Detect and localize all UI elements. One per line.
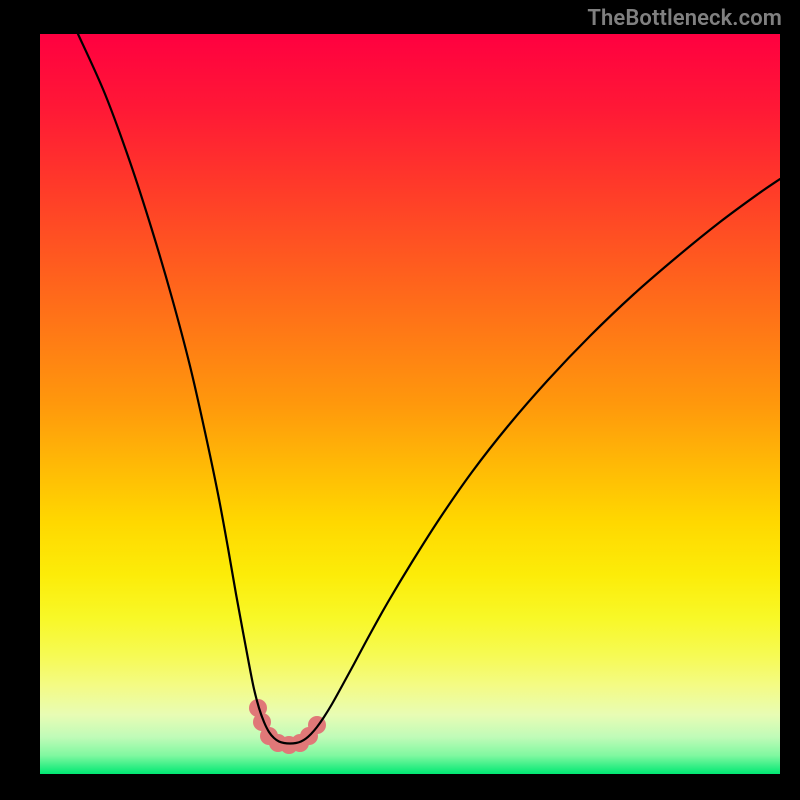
bottleneck-curve-chart bbox=[40, 34, 780, 774]
gradient-background bbox=[40, 34, 780, 774]
watermark-text: TheBottleneck.com bbox=[587, 6, 782, 31]
chart-svg bbox=[40, 34, 780, 774]
